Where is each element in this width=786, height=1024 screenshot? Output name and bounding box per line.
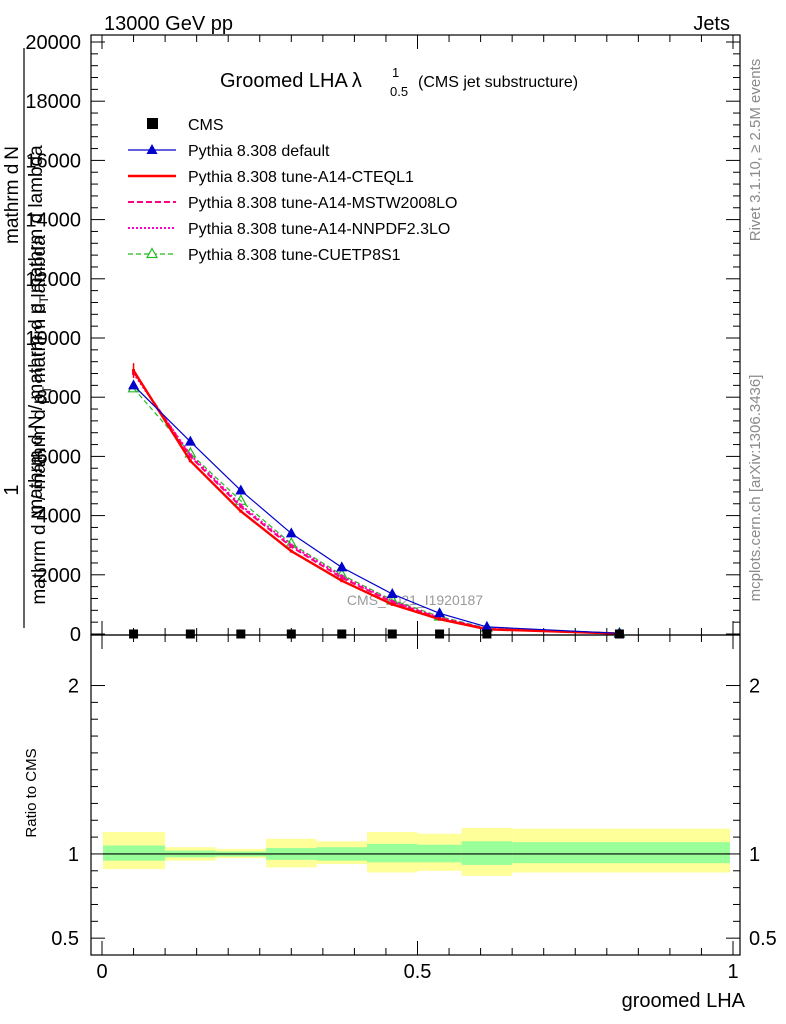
legend-marker-cms [147, 118, 158, 129]
ratio-x-ticks: 0 0.5 1 [96, 635, 739, 983]
ratio-bands [103, 827, 730, 876]
cms-data-point [337, 629, 347, 639]
ratio-plot-frame [90, 634, 741, 956]
ratio-y-tick-label-right: 2 [749, 676, 760, 698]
series-point-mstw [340, 576, 344, 580]
series-point-default [481, 620, 493, 631]
y-tick-label: 6000 [37, 446, 82, 468]
x-tick-label: 0.5 [404, 961, 432, 983]
y-label-bottom: mathrm d N / mathrm d pTmathrm d lambda [29, 235, 54, 605]
header-category: Jets [693, 13, 730, 35]
series-point-cteql1 [390, 602, 394, 606]
series-point-mstw [188, 454, 192, 458]
side-label-rivet: Rivet 3.1.10, ≥ 2.5M events [747, 59, 764, 242]
cms-data-point [614, 629, 624, 639]
y-tick-label: 4000 [37, 506, 82, 528]
legend-label-cteql1: Pythia 8.308 tune-A14-CTEQL1 [188, 169, 414, 186]
series-point-default [184, 435, 196, 446]
series-point-cteql1 [340, 579, 344, 583]
series-point-mstw [239, 505, 243, 509]
analysis-watermark: CMS_2021_I1920187 [347, 592, 483, 608]
legend-label-mstw: Pythia 8.308 tune-A14-MSTW2008LO [188, 195, 457, 212]
ratio-inner-band [512, 842, 730, 864]
y-label-top: mathrm d N / mathrm d pTmathrm d lambda [26, 145, 51, 515]
ratio-inner-band [103, 845, 166, 861]
header-process: 13000 GeV pp [104, 13, 233, 35]
cms-data-point [387, 629, 397, 639]
series-point-default [285, 527, 297, 538]
x-axis-label: groomed LHA [622, 990, 746, 1012]
series-point-default [434, 607, 446, 618]
y-label-prefix: mathrm dN [2, 146, 23, 244]
y-tick-label: 20000 [25, 32, 81, 54]
series-layer [127, 363, 626, 639]
ratio-inner-band [461, 841, 513, 865]
main-y-ticks: 0 2000 4000 6000 8000 10000 12000 14000 16000 180… [25, 32, 740, 646]
series-point-default [386, 588, 398, 599]
cms-data-point [129, 629, 139, 639]
ratio-y-tick-label-right: 0.5 [749, 928, 777, 950]
side-label-mcplots: mcplots.cern.ch [arXiv:1306.3436] [747, 375, 764, 602]
series-line-mstw [132, 371, 620, 635]
y-tick-label: 18000 [25, 91, 81, 113]
series-point-default [128, 379, 140, 390]
x-tick-label: 1 [727, 961, 738, 983]
ratio-y-ticks: 0.5 0.5 1 1 2 2 [51, 676, 777, 951]
ratio-inner-band [367, 843, 418, 863]
title-subscript: 0.5 [390, 84, 408, 99]
title-main: Groomed LHA [220, 70, 348, 92]
series-point-cteql1 [239, 509, 243, 513]
series-point-cteql1 [188, 459, 192, 463]
y-tick-label: 16000 [25, 150, 81, 172]
legend-label-default: Pythia 8.308 default [188, 143, 330, 160]
series-point-mstw [289, 545, 293, 549]
cms-data-point [482, 629, 492, 639]
series-point-cteql1 [438, 617, 442, 621]
ratio-y-tick-label: 2 [68, 676, 79, 698]
series-point-default [336, 561, 348, 572]
legend-label-cuetp8s1: Pythia 8.308 tune-CUETP8S1 [188, 247, 401, 264]
legend-label-data: CMS [188, 117, 224, 134]
x-tick-label: 0 [96, 961, 107, 983]
cms-data-point [286, 629, 296, 639]
series-point-default [235, 484, 247, 495]
legend-marker-default [146, 144, 158, 154]
main-y-axis-label: 1 mathrm d N / mathrm d pTmathrm d lambd… [1, 48, 54, 628]
title-tail: (CMS jet substructure) [418, 74, 578, 91]
series-point-mstw [390, 600, 394, 604]
ratio-y-tick-label: 0.5 [51, 928, 79, 950]
y-tick-label: 14000 [25, 210, 81, 232]
ratio-y-axis-label: Ratio to CMS [23, 748, 40, 837]
title-symbol: λ [352, 70, 362, 92]
plot-title: Groomed LHA λ 1 0.5 (CMS jet substructure… [220, 65, 578, 99]
cms-data-point [435, 629, 445, 639]
legend: CMS Pythia 8.308 default Pythia 8.308 tune… [128, 117, 457, 264]
legend-label-nnpdf: Pythia 8.308 tune-A14-NNPDF2.3LO [188, 221, 450, 238]
y-tick-label: 0 [70, 624, 81, 646]
legend-marker-cuetp8s1 [145, 247, 159, 259]
y-tick-label: 8000 [37, 387, 82, 409]
y-tick-label: 2000 [37, 565, 82, 587]
y-tick-label: 12000 [25, 269, 81, 291]
title-superscript: 1 [392, 65, 399, 80]
y-label-numerator: 1 [1, 484, 23, 495]
cms-data-point [185, 629, 195, 639]
y-tick-label: 10000 [25, 328, 81, 350]
ratio-y-tick-label: 1 [68, 844, 79, 866]
ratio-y-tick-label-right: 1 [749, 844, 760, 866]
series-point-cteql1 [289, 549, 293, 553]
cms-data-point [236, 629, 246, 639]
